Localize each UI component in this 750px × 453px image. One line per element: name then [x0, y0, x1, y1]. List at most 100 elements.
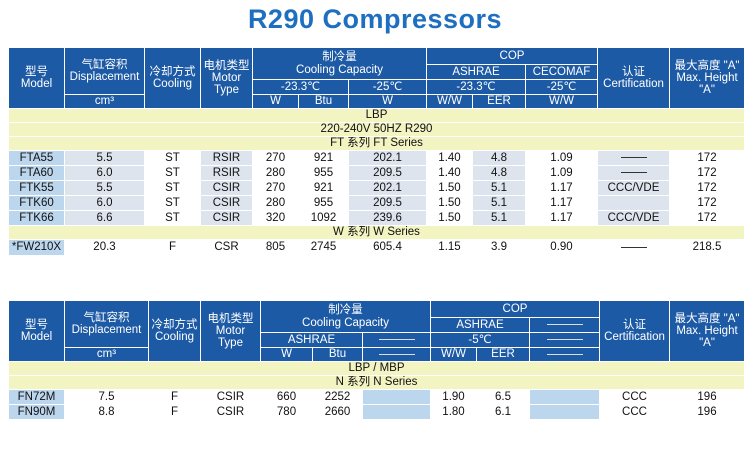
- cell-model: FN90M: [8, 404, 65, 420]
- cell-w: 780: [260, 404, 313, 420]
- cell-cecomaf-ww: 0.90: [525, 239, 598, 256]
- cell-ww: 1.80: [430, 404, 477, 420]
- cell-motor: CSIR: [200, 404, 261, 420]
- header-cop-temp-cecomaf: -25℃: [525, 79, 598, 95]
- header-cop-blank: [529, 317, 600, 333]
- cell-height: 196: [669, 404, 745, 420]
- cell-cecomaf-w: 209.5: [348, 165, 427, 181]
- header-displacement: 气缸容积 Displacement: [64, 47, 145, 95]
- cell-btu: 921: [298, 180, 349, 196]
- cell-height: 172: [669, 180, 745, 196]
- cell-ww: 1.15: [426, 239, 473, 256]
- header-cop-cecomaf: CECOMAF: [525, 64, 598, 80]
- header-max-height: 最大高度 "A" Max. Height "A": [669, 300, 745, 362]
- cell-certification: CCC/VDE: [597, 210, 670, 226]
- header-model: 型号 Model: [8, 47, 65, 109]
- unit-blank-2: [529, 347, 600, 362]
- cell-w: 660: [260, 389, 313, 405]
- unit-w-cecomaf: W: [348, 94, 427, 109]
- dash-icon: [546, 324, 583, 326]
- cell-model: FTA55: [8, 150, 65, 166]
- cell-cooling: ST: [144, 180, 201, 196]
- unit-displacement: cm³: [64, 94, 145, 109]
- header-cooling: 冷却方式 Cooling: [148, 300, 201, 362]
- cell-model: FTK55: [8, 180, 65, 196]
- unit-w: W: [260, 347, 313, 362]
- table-row: *FW210X 20.3 F CSR 805 2745 605.4 1.15 3…: [8, 239, 745, 256]
- dash-icon: [378, 353, 415, 355]
- band-lbp: LBP: [8, 108, 745, 123]
- cell-eer: 5.1: [472, 195, 526, 211]
- cell-certification: CCC: [599, 404, 670, 420]
- cell-ww: 1.50: [426, 180, 473, 196]
- cell-eer: 6.1: [476, 404, 530, 420]
- header-displacement: 气缸容积 Displacement: [64, 300, 149, 348]
- cell-w: 270: [252, 180, 299, 196]
- table-row: FN90M 8.8 F CSIR 780 2660 1.80 6.1 CCC 1…: [8, 404, 745, 420]
- table-row: FTA55 5.5 ST RSIR 270 921 202.1 1.40 4.8…: [8, 150, 745, 166]
- unit-btu: Btu: [312, 347, 363, 362]
- cell-certification: [597, 195, 670, 211]
- cell-height: 196: [669, 389, 745, 405]
- cell-ww: 1.50: [426, 210, 473, 226]
- cell-displacement: 20.3: [64, 239, 145, 256]
- unit-w: W: [252, 94, 299, 109]
- dash-icon: [620, 157, 647, 159]
- header-certification: 认证 Certification: [597, 47, 670, 109]
- cell-certification: CCC/VDE: [597, 180, 670, 196]
- cell-height: 172: [669, 150, 745, 166]
- header-cooling-capacity: 制冷量 Cooling Capacity: [260, 300, 431, 333]
- cell-ww: 1.40: [426, 150, 473, 166]
- cell-eer: 5.1: [472, 210, 526, 226]
- cell-motor: CSIR: [200, 210, 253, 226]
- cell-displacement: 7.5: [64, 389, 149, 405]
- cell-height: 218.5: [669, 239, 745, 256]
- header-capacity-ashrae: ASHRAE: [260, 332, 363, 348]
- cell-motor: RSIR: [200, 165, 253, 181]
- cell-cooling: ST: [144, 195, 201, 211]
- unit-btu: Btu: [298, 94, 349, 109]
- cell-eer: 4.8: [472, 150, 526, 166]
- band-n-series: N 系列 N Series: [8, 375, 745, 390]
- cell-cooling: F: [148, 404, 201, 420]
- band-lbp-mbp: LBP / MBP: [8, 361, 745, 376]
- cell-certification: [597, 239, 670, 256]
- dash-icon: [620, 246, 647, 248]
- cell-blank: [362, 404, 431, 420]
- cell-cecomaf-ww: 1.17: [525, 180, 598, 196]
- cell-eer: 5.1: [472, 180, 526, 196]
- cell-cooling: F: [144, 239, 201, 256]
- cell-w: 280: [252, 195, 299, 211]
- cell-displacement: 5.5: [64, 150, 145, 166]
- table-row: FN72M 7.5 F CSIR 660 2252 1.90 6.5 CCC 1…: [8, 389, 745, 405]
- cell-btu: 2745: [298, 239, 349, 256]
- cell-cecomaf-w: 605.4: [348, 239, 427, 256]
- cell-height: 172: [669, 210, 745, 226]
- cell-btu: 955: [298, 165, 349, 181]
- unit-eer: EER: [476, 347, 530, 362]
- cell-eer: 6.5: [476, 389, 530, 405]
- cell-certification: [597, 165, 670, 181]
- table-row: FTK55 5.5 ST CSIR 270 921 202.1 1.50 5.1…: [8, 180, 745, 196]
- band-ft-series: FT 系列 FT Series: [8, 136, 745, 151]
- cell-btu: 2660: [312, 404, 363, 420]
- cell-motor: CSIR: [200, 389, 261, 405]
- cell-cecomaf-ww: 1.17: [525, 195, 598, 211]
- cell-eer: 3.9: [472, 239, 526, 256]
- cell-certification: [597, 150, 670, 166]
- cell-displacement: 6.6: [64, 210, 145, 226]
- cell-motor: CSIR: [200, 195, 253, 211]
- cell-cecomaf-w: 202.1: [348, 150, 427, 166]
- header-temp-ashrae: -23.3℃: [252, 79, 349, 95]
- header-certification: 认证 Certification: [599, 300, 670, 362]
- cell-model: *FW210X: [8, 239, 65, 256]
- cell-blank: [362, 389, 431, 405]
- cell-certification: CCC: [599, 389, 670, 405]
- cell-model: FTK66: [8, 210, 65, 226]
- header-capacity-blank: [362, 332, 431, 348]
- header-model: 型号 Model: [8, 300, 65, 362]
- cell-btu: 921: [298, 150, 349, 166]
- cell-btu: 955: [298, 195, 349, 211]
- unit-displacement: cm³: [64, 347, 149, 362]
- header-cooling-capacity: 制冷量 Cooling Capacity: [252, 47, 427, 80]
